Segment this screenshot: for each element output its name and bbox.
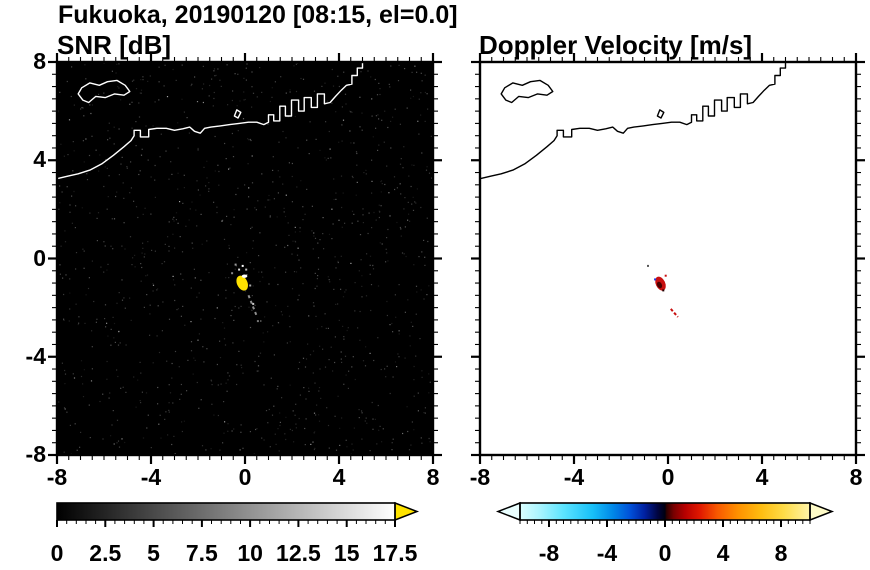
colorbar-ticks [56,520,396,527]
colorbar-tick-label: -4 [596,540,618,566]
echo-dot [234,263,237,266]
snr-colorbar [56,501,420,527]
coastline [479,62,787,180]
colorbar-tick-label: 12.5 [276,540,321,566]
colorbar-frame [56,502,396,521]
snr-map-panel [48,53,442,464]
y-tick-label: -8 [25,441,46,467]
colorbar-gradient [57,503,395,520]
mainland-coast [56,62,364,180]
echo-blob [656,281,663,289]
colorbar-tick-label: 7.5 [185,540,218,566]
x-tick-label: -4 [140,464,162,490]
y-tick-label: 4 [33,146,46,173]
echo-dot [647,264,649,267]
x-tick-label: 8 [426,464,440,490]
colorbar-tick-label: -8 [538,540,560,566]
x-tick-label: -8 [46,464,68,490]
colorbar-tick-label: 0 [658,540,672,566]
figure-title: Fukuoka, 20190120 [08:15, el=0.0] [58,1,458,29]
colorbar-tick-label: 8 [774,540,788,566]
island [500,79,554,104]
island [77,79,131,104]
map-background [480,62,856,455]
colorbar-tick-label: 2.5 [89,540,122,566]
echo-blob [241,274,248,278]
echo-dot [241,264,244,267]
echo-dot [662,289,665,292]
axis-ticks [48,53,442,464]
colorbar-gradient [520,503,810,520]
colorbar-tick-label: 17.5 [372,540,418,566]
colorbar-tick-label: 0 [50,540,64,566]
colorbar-ticks [519,520,811,527]
x-tick-label: -8 [469,464,491,490]
noise-speckles [57,62,435,457]
islet [656,109,665,119]
colorbar-tick-label: 5 [147,540,160,566]
x-tick-label: -4 [563,464,585,490]
x-tick-label: 0 [661,464,675,490]
colorbar-tick-label: 10 [237,540,263,566]
velocity-colorbar [495,501,835,527]
colorbar-tick-label: 15 [333,540,360,566]
velocity-map-panel [471,53,865,464]
echo-dot [245,268,248,271]
x-tick-label: 8 [849,464,863,490]
panel-frame [55,60,435,457]
echo-streak [247,294,258,317]
echo-dot [238,268,241,271]
mainland-coast [479,62,787,180]
echo-dot [664,274,667,277]
echo-dot [252,302,255,305]
y-tick-label: 0 [33,244,46,271]
x-tick-label: 0 [238,464,252,490]
y-tick-label: -4 [25,342,46,369]
panel-frame [478,60,858,457]
echo-dot [256,320,259,323]
x-tick-label: 4 [755,464,769,490]
velocity-panel-title: Doppler Velocity [m/s] [479,30,753,60]
colorbar-tick-label: 4 [716,540,730,566]
radar-echoes [231,263,259,323]
x-tick-label: 4 [332,464,346,490]
echo-blob [236,275,248,291]
echo-dot [249,284,252,287]
coastline [56,62,364,180]
radar-echoes [647,264,679,318]
y-tick-label: 8 [33,48,46,74]
echo-dot [654,278,657,281]
islet [233,109,242,119]
echo-dot [231,272,234,275]
map-background [57,62,433,455]
echo-streak [670,308,679,318]
